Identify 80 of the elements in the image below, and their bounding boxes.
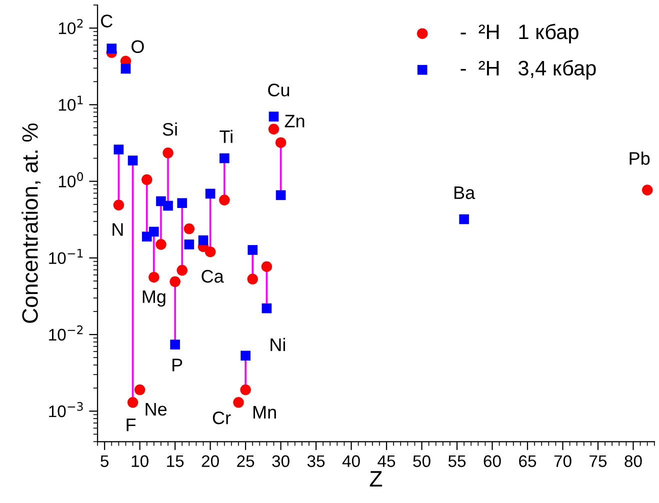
- annotation: N: [112, 223, 123, 236]
- point: [248, 245, 258, 255]
- annotation: Mn: [254, 406, 276, 418]
- x-tick-label: 80: [624, 455, 642, 468]
- y-tick-label: 10$^{2}$: [58, 18, 83, 34]
- annotation: Mg: [142, 290, 166, 307]
- annotation: Cu: [268, 84, 290, 96]
- point: [114, 144, 124, 154]
- point: [459, 214, 469, 224]
- point: [275, 137, 286, 148]
- annotation: C: [101, 14, 112, 28]
- point: [120, 64, 131, 74]
- annotation: Ti: [220, 130, 232, 143]
- x-tick-label: 50: [413, 455, 430, 468]
- point: [268, 124, 280, 135]
- point: [204, 246, 216, 258]
- point: [184, 240, 194, 250]
- annotation: O: [132, 40, 144, 54]
- point: [177, 198, 188, 208]
- legend-label: - ²H 3,4 кбар: [460, 60, 596, 80]
- point: [148, 272, 160, 283]
- point: [247, 274, 258, 284]
- x-tick-label: 10: [132, 455, 148, 468]
- annotation: Pb: [630, 152, 650, 165]
- point: [176, 264, 188, 276]
- y-tick-label: 10$^{1}$: [58, 96, 83, 111]
- annotation: Cr: [212, 411, 231, 424]
- point: [276, 190, 286, 200]
- annotation: Si: [162, 122, 177, 136]
- x-tick-label: 75: [590, 455, 607, 468]
- point: [233, 397, 244, 408]
- annotation: Zn: [284, 114, 304, 128]
- annotation: Ni: [270, 338, 286, 351]
- point: [642, 184, 653, 196]
- point: [113, 200, 124, 210]
- point: [134, 384, 146, 396]
- point: [163, 200, 173, 211]
- x-tick-label: 55: [448, 455, 466, 468]
- annotation: F: [126, 418, 136, 432]
- point: [149, 226, 159, 237]
- y-tick-label: 10$^{−1}$: [49, 248, 83, 264]
- annotation: Ba: [454, 186, 476, 200]
- legend-label: - ²H 1 кбар: [460, 24, 578, 44]
- x-tick-label: 60: [484, 455, 501, 468]
- point: [162, 148, 174, 158]
- x-tick-label: 45: [378, 455, 396, 468]
- point: [205, 188, 216, 199]
- x-tick-label: 15: [167, 455, 184, 468]
- x-tick-label: 5: [100, 455, 109, 468]
- x-axis-title: Z: [370, 471, 382, 486]
- annotation: P: [172, 358, 182, 372]
- point: [170, 276, 180, 288]
- point: [170, 340, 180, 350]
- x-tick-label: 25: [237, 455, 254, 468]
- x-tick-label: 70: [554, 455, 572, 468]
- y-tick-label: 10$^{−2}$: [49, 325, 83, 341]
- point: [156, 239, 166, 250]
- x-tick-label: 40: [342, 455, 360, 468]
- y-tick-label: 10$^{−3}$: [49, 402, 83, 418]
- point: [240, 350, 250, 361]
- x-tick-label: 35: [307, 455, 325, 468]
- point: [220, 153, 230, 164]
- x-tick-label: 65: [519, 455, 536, 468]
- annotation: Ne: [146, 403, 167, 416]
- point: [262, 303, 272, 314]
- point: [268, 112, 279, 122]
- point: [261, 261, 272, 272]
- point: [141, 174, 152, 186]
- point: [127, 397, 138, 408]
- y-tick-label: 10$^{0}$: [58, 172, 84, 188]
- point: [198, 235, 208, 246]
- point: [240, 384, 251, 396]
- x-tick-label: 20: [202, 455, 219, 468]
- point: [184, 223, 195, 234]
- point: [219, 194, 230, 206]
- annotation: Ca: [202, 270, 224, 283]
- point: [106, 44, 117, 54]
- y-axis-title: Concentration, at. %: [22, 123, 41, 323]
- point: [128, 156, 138, 166]
- x-tick-label: 30: [272, 455, 290, 468]
